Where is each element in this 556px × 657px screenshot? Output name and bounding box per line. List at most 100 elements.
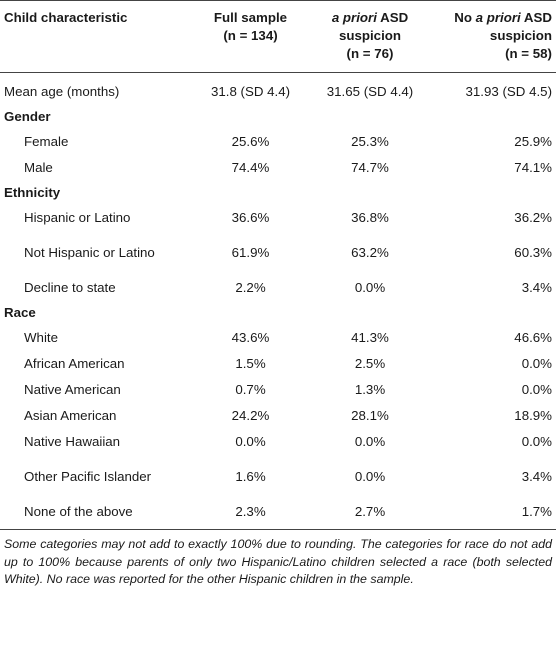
- table-row: Female 25.6% 25.3% 25.9%: [0, 129, 556, 155]
- section-label: Race: [4, 305, 36, 320]
- cell-value: 36.2%: [514, 210, 552, 225]
- table-row: Mean age (months) 31.8 (SD 4.4) 31.65 (SD …: [0, 73, 556, 106]
- header-n: (n = 76): [346, 46, 394, 61]
- row-label: None of the above: [0, 499, 192, 530]
- cell-value: 1.7%: [431, 499, 556, 530]
- cell-value: [431, 301, 556, 325]
- cell-value: 3.4%: [521, 280, 552, 295]
- cell-value: 2.7%: [309, 499, 431, 530]
- cell-value: 60.3%: [514, 245, 552, 260]
- table-row: Asian American 24.2% 28.1% 18.9%: [0, 403, 556, 429]
- header-n: (n = 58): [505, 46, 552, 61]
- table-header: Child characteristic Full sample (n = 13…: [0, 0, 556, 73]
- row-label: Native American: [24, 382, 121, 397]
- table-row: Native American 0.7% 1.3% 0.0%: [0, 377, 556, 403]
- cell-value: 31.93 (SD 4.5): [465, 84, 552, 99]
- header-label-italic: a priori: [331, 10, 377, 25]
- cell-value: 41.3%: [351, 330, 389, 345]
- cell-value: 25.9%: [514, 134, 552, 149]
- section-label: Gender: [4, 109, 51, 124]
- cell-value: [309, 301, 431, 325]
- cell-value: [192, 301, 309, 325]
- cell-value: 28.1%: [351, 408, 389, 423]
- row-label: Other Pacific Islander: [24, 469, 152, 484]
- cell-value: 18.9%: [514, 408, 552, 423]
- cell-value: 1.3%: [354, 382, 386, 397]
- header-label-pre: No: [454, 10, 476, 25]
- row-label: Female: [24, 134, 69, 149]
- cell-value: 2.3%: [192, 499, 309, 530]
- cell-value: 0.0%: [354, 469, 386, 484]
- row-label: African American: [24, 356, 125, 371]
- cell-value: [309, 181, 431, 205]
- cell-value: 61.9%: [231, 245, 270, 260]
- section-label: Ethnicity: [4, 185, 61, 200]
- cell-value: 31.8 (SD 4.4): [210, 84, 291, 99]
- cell-value: 0.7%: [235, 382, 266, 397]
- cell-value: 0.0%: [235, 434, 266, 449]
- row-label: Mean age (months): [4, 84, 120, 99]
- header-label: Full sample: [213, 10, 288, 25]
- row-label: Not Hispanic or Latino: [24, 245, 155, 260]
- cell-value: 0.0%: [521, 382, 552, 397]
- header-n: (n = 134): [223, 28, 278, 43]
- cell-value: 0.0%: [521, 434, 552, 449]
- cell-value: 74.1%: [514, 160, 552, 175]
- cell-value: 74.7%: [351, 160, 389, 175]
- cell-value: 1.6%: [235, 469, 266, 484]
- cell-value: [431, 105, 556, 129]
- row-label: Male: [24, 160, 53, 175]
- table-row: Decline to state 2.2% 0.0% 3.4%: [0, 275, 556, 301]
- table-row: Hispanic or Latino 36.6% 36.8% 36.2%: [0, 205, 556, 231]
- cell-value: 25.6%: [231, 134, 270, 149]
- header-label-italic: a priori: [475, 10, 521, 25]
- cell-value: 43.6%: [231, 330, 270, 345]
- row-label: Native Hawaiian: [24, 434, 121, 449]
- header-label: ASD: [520, 10, 552, 25]
- table-body: Mean age (months) 31.8 (SD 4.4) 31.65 (SD …: [0, 73, 556, 530]
- cell-value: 36.8%: [351, 210, 389, 225]
- table-footnote: Some categories may not add to exactly 1…: [4, 537, 552, 586]
- cell-value: 2.2%: [235, 280, 266, 295]
- cell-value: [309, 105, 431, 129]
- cell-value: 36.6%: [231, 210, 270, 225]
- cell-value: 46.6%: [514, 330, 552, 345]
- cell-value: [431, 181, 556, 205]
- section-row: Gender: [0, 105, 556, 129]
- cell-value: 0.0%: [354, 280, 386, 295]
- cell-value: 3.4%: [521, 469, 552, 484]
- header-child-characteristic: Child characteristic: [0, 0, 192, 73]
- header-label: ASD: [376, 10, 409, 25]
- row-label: Decline to state: [24, 280, 116, 295]
- cell-value: 2.5%: [354, 356, 386, 371]
- header-label-line2: suspicion: [489, 28, 552, 43]
- header-no-asd-suspicion: No a priori ASD suspicion (n = 58): [431, 0, 556, 73]
- row-label: Asian American: [24, 408, 117, 423]
- table-row: Male 74.4% 74.7% 74.1%: [0, 155, 556, 181]
- cell-value: 0.0%: [521, 356, 552, 371]
- cell-value: 25.3%: [351, 134, 389, 149]
- cell-value: 31.65 (SD 4.4): [326, 84, 414, 99]
- table-row: White 43.6% 41.3% 46.6%: [0, 325, 556, 351]
- section-row: Ethnicity: [0, 181, 556, 205]
- cell-value: 63.2%: [351, 245, 389, 260]
- header-label: Child characteristic: [4, 10, 128, 25]
- cell-value: 0.0%: [354, 434, 386, 449]
- header-full-sample: Full sample (n = 134): [192, 0, 309, 73]
- row-label: Hispanic or Latino: [24, 210, 131, 225]
- demographics-table: Child characteristic Full sample (n = 13…: [0, 0, 556, 530]
- cell-value: 24.2%: [231, 408, 270, 423]
- table-row: Other Pacific Islander 1.6% 0.0% 3.4%: [0, 455, 556, 499]
- section-row: Race: [0, 301, 556, 325]
- header-label-line2: suspicion: [338, 28, 402, 43]
- table-row: None of the above 2.3% 2.7% 1.7%: [0, 499, 556, 530]
- cell-value: 74.4%: [231, 160, 270, 175]
- row-label: White: [24, 330, 58, 345]
- table-row: Not Hispanic or Latino 61.9% 63.2% 60.3%: [0, 231, 556, 275]
- cell-value: [192, 105, 309, 129]
- table-row: African American 1.5% 2.5% 0.0%: [0, 351, 556, 377]
- header-asd-suspicion: a priori ASD suspicion (n = 76): [309, 0, 431, 73]
- cell-value: [192, 181, 309, 205]
- table-row: Native Hawaiian 0.0% 0.0% 0.0%: [0, 429, 556, 455]
